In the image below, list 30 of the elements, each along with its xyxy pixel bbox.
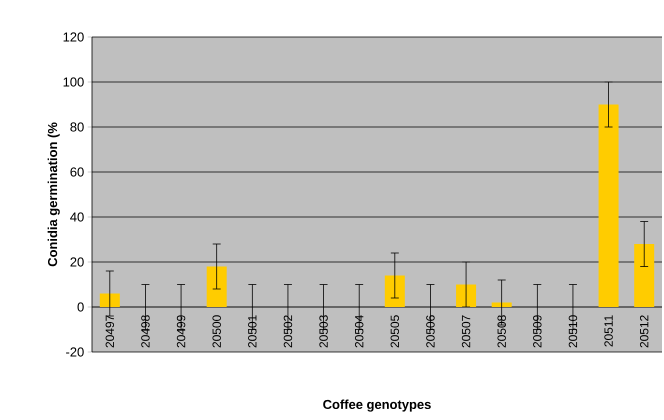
y-tick-label: 120 <box>64 32 84 42</box>
x-tick-label: 20497 <box>106 315 114 348</box>
bar <box>634 244 654 307</box>
x-tick-label: 20498 <box>141 315 150 348</box>
y-tick-label: 40 <box>70 212 84 222</box>
y-tick-label: 20 <box>70 257 84 267</box>
x-tick-label: 20512 <box>640 315 648 348</box>
x-tick-label: 20500 <box>212 315 221 348</box>
x-tick-label: 20506 <box>426 315 435 348</box>
x-tick-label: 20511 <box>604 315 613 347</box>
y-tick-label: 80 <box>70 122 84 132</box>
x-tick-label: 20508 <box>497 315 506 348</box>
y-tick-label: 0 <box>78 302 84 312</box>
x-tick-label: 20504 <box>354 315 364 348</box>
bar <box>100 294 120 307</box>
x-axis-title: Coffee genotypes <box>323 400 431 412</box>
x-tick-label: 20501 <box>248 315 257 348</box>
x-tick-label: 20509 <box>533 315 542 348</box>
bar <box>598 104 619 307</box>
x-tick-label: 20503 <box>319 315 328 348</box>
x-tick-label: 20505 <box>390 315 400 348</box>
x-tick-label: 20499 <box>176 315 186 348</box>
x-tick-label: 20502 <box>284 315 292 348</box>
bar <box>492 302 512 307</box>
y-tick-label: 60 <box>70 167 84 177</box>
y-tick-label: -20 <box>66 347 84 357</box>
y-tick-label: 100 <box>64 77 84 87</box>
y-axis-title: Conidia germination (% <box>48 122 60 266</box>
x-tick-label: 20510 <box>568 315 578 348</box>
x-tick-label: 20507 <box>462 315 470 348</box>
